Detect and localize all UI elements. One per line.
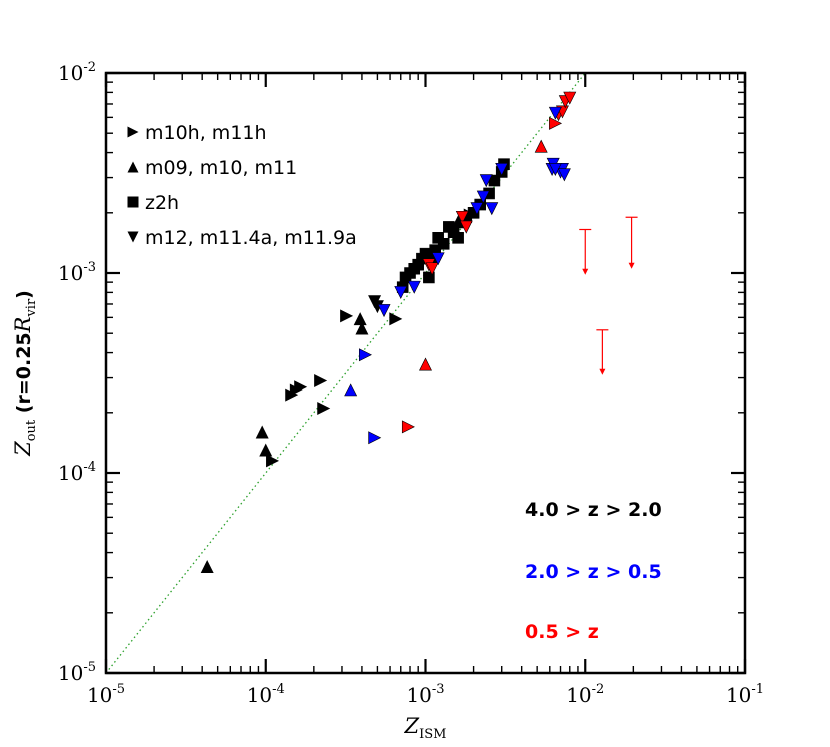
data-point — [317, 402, 331, 416]
data-point — [355, 321, 369, 335]
x-axis-title: ZISM — [404, 714, 447, 742]
data-point — [459, 220, 473, 234]
upper-limit-arrow — [625, 216, 638, 269]
y-tick-label: 10-3 — [58, 260, 96, 285]
data-point — [425, 262, 439, 276]
data-point — [455, 210, 469, 224]
data-point — [437, 237, 450, 250]
redshift-labels: 4.0 > z > 2.0 2.0 > z > 0.5 0.5 > z — [525, 499, 662, 643]
legend-item: m09, m10, m11 — [127, 157, 297, 179]
legend-item: z2h — [127, 192, 179, 214]
data-point — [407, 280, 421, 294]
redshift-label: 4.0 > z > 2.0 — [525, 499, 662, 521]
upper-limit-arrow — [579, 228, 592, 275]
x-tick-label: 10-4 — [247, 682, 285, 707]
y-tick-label: 10-5 — [58, 660, 96, 685]
y-tick-label: 10-4 — [58, 460, 96, 485]
data-point — [255, 425, 269, 439]
data-point — [294, 380, 308, 394]
upper-limits-layer — [579, 216, 638, 375]
data-point — [377, 304, 391, 318]
data-point — [340, 309, 354, 323]
data-point — [259, 443, 273, 457]
data-point — [200, 560, 214, 574]
data-point — [368, 431, 382, 445]
x-tick-label: 10-3 — [406, 682, 444, 707]
data-point — [353, 312, 367, 326]
data-point — [431, 252, 445, 266]
redshift-label: 2.0 > z > 0.5 — [525, 561, 662, 583]
x-tick-label: 10-1 — [726, 682, 764, 707]
data-point — [485, 202, 499, 216]
data-points-layer — [200, 91, 577, 574]
data-point — [476, 190, 490, 204]
data-point — [359, 348, 372, 362]
legend-marker — [127, 196, 139, 208]
data-point — [534, 139, 548, 153]
data-point — [549, 116, 563, 130]
data-point — [389, 312, 403, 326]
data-point — [479, 174, 493, 188]
y-tick-label: 10-2 — [58, 60, 96, 85]
legend-marker — [127, 161, 139, 173]
data-point — [563, 91, 577, 105]
redshift-label: 0.5 > z — [525, 621, 599, 643]
y-axis-title: Zout (r=0.25Rvir) — [11, 290, 39, 457]
data-point — [344, 383, 358, 397]
x-tick-label: 10-5 — [87, 682, 125, 707]
data-point — [401, 420, 415, 434]
axes-layer: 10-5 10-4 10-3 10-2 10-1 10-5 10-4 10-3 10-2 ZISM… — [11, 60, 764, 742]
legend: m10h, m11h m09, m10, m11 z2h m12, m11.4a, m… — [127, 122, 357, 249]
data-point — [557, 168, 571, 182]
legend-item: m12, m11.4a, m11.9a — [127, 227, 357, 249]
data-point — [314, 374, 328, 388]
legend-label: m10h, m11h — [145, 122, 267, 144]
data-point — [452, 231, 464, 244]
legend-label: z2h — [145, 192, 179, 214]
legend-label: m12, m11.4a, m11.9a — [145, 227, 357, 249]
legend-marker — [127, 126, 139, 138]
upper-limit-arrow — [596, 329, 609, 375]
legend-label: m09, m10, m11 — [145, 157, 297, 179]
legend-marker — [127, 231, 139, 243]
data-point — [495, 162, 509, 176]
data-point — [394, 286, 408, 300]
data-point — [266, 454, 280, 468]
data-point — [470, 202, 484, 216]
legend-item: m10h, m11h — [127, 122, 267, 144]
x-tick-label: 10-2 — [566, 682, 604, 707]
data-point — [419, 357, 432, 371]
data-point — [548, 106, 562, 120]
